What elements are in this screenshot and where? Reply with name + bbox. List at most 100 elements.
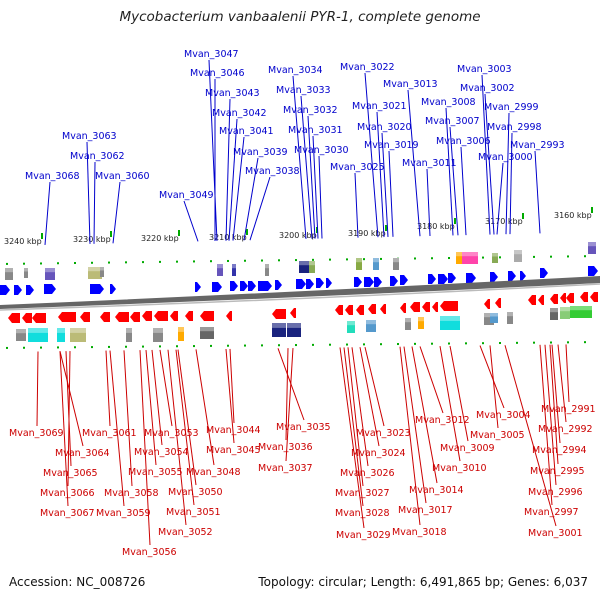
gene-domain-box xyxy=(217,264,223,276)
gene-domain-highlight xyxy=(418,317,424,322)
bottom-gene-label[interactable]: Mvan_2994 xyxy=(532,445,587,456)
gene-domain-box xyxy=(588,242,596,254)
bottom-gene-label[interactable]: Mvan_3050 xyxy=(168,487,223,498)
ruler-dot xyxy=(125,345,127,348)
ruler-dot xyxy=(142,345,144,348)
bottom-gene-label[interactable]: Mvan_3026 xyxy=(340,468,395,479)
top-gene-label[interactable]: Mvan_3049 xyxy=(159,190,214,201)
ruler-dot xyxy=(6,346,8,349)
bottom-gene-label[interactable]: Mvan_2995 xyxy=(530,466,585,477)
top-gene-leader xyxy=(208,59,218,241)
top-gene-label[interactable]: Mvan_3041 xyxy=(219,126,274,137)
bottom-gene-label[interactable]: Mvan_3014 xyxy=(409,485,464,496)
bottom-gene-label[interactable]: Mvan_3058 xyxy=(104,488,159,499)
top-gene-label[interactable]: Mvan_3060 xyxy=(95,171,150,182)
gene-domain-highlight xyxy=(588,242,596,247)
bottom-gene-label[interactable]: Mvan_3012 xyxy=(415,415,470,426)
reverse-gene-arrow xyxy=(550,294,558,304)
backbone-layer xyxy=(0,276,600,311)
gene-domain-highlight xyxy=(514,250,522,255)
bottom-gene-label[interactable]: Mvan_3048 xyxy=(186,467,241,478)
gene-domain-highlight xyxy=(492,253,498,257)
ruler-dot xyxy=(567,255,569,258)
top-gene-label[interactable]: Mvan_3033 xyxy=(276,85,331,96)
top-gene-label[interactable]: Mvan_3021 xyxy=(352,101,407,112)
bottom-gene-label[interactable]: Mvan_3059 xyxy=(96,508,151,519)
top-gene-label[interactable]: Mvan_3046 xyxy=(190,68,245,79)
bottom-gene-label[interactable]: Mvan_3018 xyxy=(392,527,447,538)
reverse-gene-arrow xyxy=(185,311,193,321)
bottom-gene-label[interactable]: Mvan_3055 xyxy=(128,467,183,478)
forward-gene-arrow xyxy=(520,271,526,281)
top-gene-label[interactable]: Mvan_3020 xyxy=(357,122,412,133)
bottom-gene-label[interactable]: Mvan_3023 xyxy=(356,428,411,439)
top-gene-label[interactable]: Mvan_3030 xyxy=(294,145,349,156)
bottom-gene-label[interactable]: Mvan_3037 xyxy=(258,463,313,474)
bottom-gene-label[interactable]: Mvan_3009 xyxy=(440,443,495,454)
top-gene-label[interactable]: Mvan_3011 xyxy=(402,158,457,169)
bottom-gene-label[interactable]: Mvan_2991 xyxy=(541,404,596,415)
bottom-gene-label[interactable]: Mvan_3045 xyxy=(206,445,261,456)
top-gene-label[interactable]: Mvan_3068 xyxy=(25,171,80,182)
bottom-gene-label[interactable]: Mvan_3051 xyxy=(166,507,221,518)
bottom-gene-label[interactable]: Mvan_3054 xyxy=(134,447,189,458)
bottom-gene-label[interactable]: Mvan_3061 xyxy=(82,428,137,439)
top-gene-label[interactable]: Mvan_3003 xyxy=(457,64,512,75)
bottom-gene-label[interactable]: Mvan_3069 xyxy=(9,428,64,439)
bottom-gene-label[interactable]: Mvan_3017 xyxy=(398,505,453,516)
top-gene-label[interactable]: Mvan_3032 xyxy=(283,105,338,116)
bottom-gene-label[interactable]: Mvan_2997 xyxy=(524,507,579,518)
bottom-gene-leader xyxy=(489,345,499,429)
top-gene-label[interactable]: Mvan_3025 xyxy=(330,162,385,173)
top-gene-leader xyxy=(376,111,385,238)
bottom-gene-label[interactable]: Mvan_3053 xyxy=(144,428,199,439)
bottom-gene-label[interactable]: Mvan_2992 xyxy=(538,424,593,435)
reverse-gene-arrow xyxy=(80,312,90,322)
top-gene-label[interactable]: Mvan_3038 xyxy=(245,166,300,177)
bottom-gene-label[interactable]: Mvan_3035 xyxy=(276,422,331,433)
top-gene-label[interactable]: Mvan_3062 xyxy=(70,151,125,162)
top-gene-label[interactable]: Mvan_3006 xyxy=(436,136,491,147)
bottom-gene-label[interactable]: Mvan_2996 xyxy=(528,487,583,498)
top-gene-leader xyxy=(426,168,431,236)
reverse-gene-arrow xyxy=(422,302,430,312)
bottom-gene-label[interactable]: Mvan_3052 xyxy=(158,527,213,538)
top-gene-label[interactable]: Mvan_2999 xyxy=(484,102,539,113)
top-gene-label[interactable]: Mvan_3022 xyxy=(340,62,395,73)
bottom-gene-label[interactable]: Mvan_3004 xyxy=(476,410,531,421)
top-gene-label[interactable]: Mvan_3047 xyxy=(184,49,239,60)
bottom-gene-label[interactable]: Mvan_3065 xyxy=(43,468,98,479)
top-gene-label[interactable]: Mvan_3043 xyxy=(205,88,260,99)
top-gene-label[interactable]: Mvan_3002 xyxy=(460,83,515,94)
bottom-gene-label[interactable]: Mvan_3036 xyxy=(258,442,313,453)
top-gene-label[interactable]: Mvan_3008 xyxy=(421,97,476,108)
bottom-gene-label[interactable]: Mvan_3029 xyxy=(336,530,391,541)
bottom-gene-label[interactable]: Mvan_3005 xyxy=(470,430,525,441)
top-gene-label[interactable]: Mvan_3007 xyxy=(425,116,480,127)
top-gene-label[interactable]: Mvan_2998 xyxy=(487,122,542,133)
bottom-gene-label[interactable]: Mvan_3024 xyxy=(351,448,406,459)
forward-gene-arrow xyxy=(14,285,22,295)
bottom-gene-leader xyxy=(67,351,71,487)
ruler-dot xyxy=(431,342,433,345)
bottom-gene-label[interactable]: Mvan_3056 xyxy=(122,547,177,558)
top-gene-label[interactable]: Mvan_3042 xyxy=(212,108,267,119)
bottom-gene-label[interactable]: Mvan_3067 xyxy=(40,508,95,519)
scale-label: 3190 kbp xyxy=(348,229,386,238)
top-gene-label[interactable]: Mvan_2993 xyxy=(510,140,565,151)
top-gene-label[interactable]: Mvan_3039 xyxy=(233,147,288,158)
bottom-gene-leader xyxy=(551,344,561,444)
top-gene-leader xyxy=(496,162,504,235)
top-gene-label[interactable]: Mvan_3063 xyxy=(62,131,117,142)
scale-tick xyxy=(591,207,593,213)
top-gene-label[interactable]: Mvan_3019 xyxy=(364,140,419,151)
bottom-gene-label[interactable]: Mvan_3064 xyxy=(55,448,110,459)
top-gene-label[interactable]: Mvan_3034 xyxy=(268,65,323,76)
forward-gene-arrow xyxy=(374,277,382,287)
bottom-gene-label[interactable]: Mvan_3010 xyxy=(432,463,487,474)
bottom-gene-label[interactable]: Mvan_3027 xyxy=(335,488,390,499)
bottom-gene-label[interactable]: Mvan_3001 xyxy=(528,528,583,539)
top-gene-label[interactable]: Mvan_3013 xyxy=(383,79,438,90)
top-gene-label[interactable]: Mvan_3000 xyxy=(478,152,533,163)
top-gene-label[interactable]: Mvan_3031 xyxy=(288,125,343,136)
